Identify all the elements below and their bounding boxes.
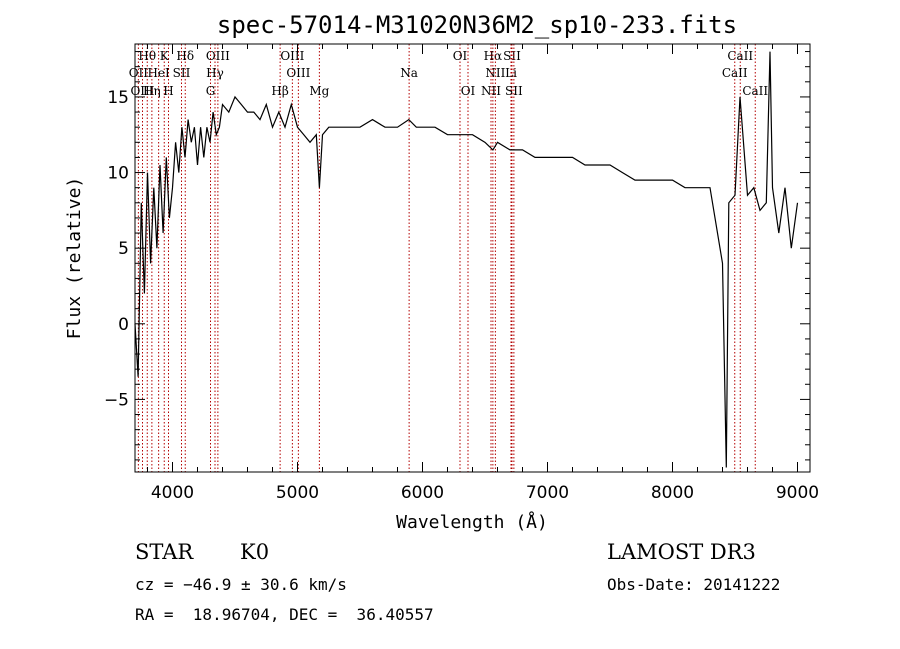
plot-frame — [134, 43, 811, 473]
line-label-3: OIII — [206, 49, 230, 63]
line-label-23: Mg — [309, 84, 329, 98]
coordinates: RA = 18.96704, DEC = 36.40557 — [135, 605, 434, 624]
x-tick-label-1: 5000 — [276, 483, 319, 503]
obs-date: Obs-Date: 20141222 — [607, 575, 781, 594]
line-label-5: OI — [453, 49, 468, 63]
line-label-12: Hγ — [206, 66, 224, 80]
y-tick-label-2: 5 — [118, 239, 129, 259]
line-label-13: OIII — [286, 66, 310, 80]
line-label-17: CaII — [722, 66, 748, 80]
line-label-1: K — [160, 49, 170, 63]
y-tick-label-4: 15 — [107, 88, 129, 108]
line-label-15: NII — [485, 66, 505, 80]
object-class: STAR — [135, 540, 194, 564]
line-label-4: OIII — [280, 49, 304, 63]
line-label-9: OII — [129, 66, 149, 80]
chart-title: spec-57014-M31020N36M2_sp10-233.fits — [217, 11, 737, 39]
x-tick-label-5: 9000 — [776, 483, 819, 503]
line-label-14: Na — [400, 66, 418, 80]
x-tick-label-0: 4000 — [151, 483, 194, 503]
redshift-info: cz = −46.9 ± 30.6 km/s — [135, 575, 347, 594]
line-label-16: Li — [505, 66, 517, 80]
x-axis-label: Wavelength (Å) — [396, 511, 548, 533]
y-tick-label-3: 10 — [107, 164, 129, 184]
line-label-19: Hη — [143, 84, 161, 98]
line-label-24: OI — [461, 84, 476, 98]
line-label-25: NII — [481, 84, 501, 98]
line-label-6: Hα — [484, 49, 503, 63]
object-subclass: K0 — [240, 540, 270, 564]
line-label-0: Hθ — [138, 49, 156, 63]
y-axis-label: Flux (relative) — [64, 177, 85, 340]
line-label-27: CaII — [742, 84, 768, 98]
line-label-21: G — [206, 84, 216, 98]
line-label-10: HeI — [147, 66, 170, 80]
line-label-18: OIII — [130, 84, 154, 98]
y-tick-label-0: −5 — [104, 390, 129, 410]
x-tick-label-2: 6000 — [401, 483, 444, 503]
line-label-8: CaII — [727, 49, 753, 63]
series-flux — [134, 51, 799, 468]
line-label-7: SII — [503, 49, 521, 63]
x-tick-label-4: 8000 — [651, 483, 694, 503]
x-tick-label-3: 7000 — [526, 483, 569, 503]
line-label-26: SII — [505, 84, 523, 98]
line-label-11: SII — [173, 66, 191, 80]
line-label-20: H — [163, 84, 173, 98]
y-tick-label-1: 0 — [118, 315, 129, 335]
survey-label: LAMOST DR3 — [607, 540, 756, 564]
line-label-22: Hβ — [271, 84, 288, 98]
line-label-2: Hδ — [176, 49, 194, 63]
